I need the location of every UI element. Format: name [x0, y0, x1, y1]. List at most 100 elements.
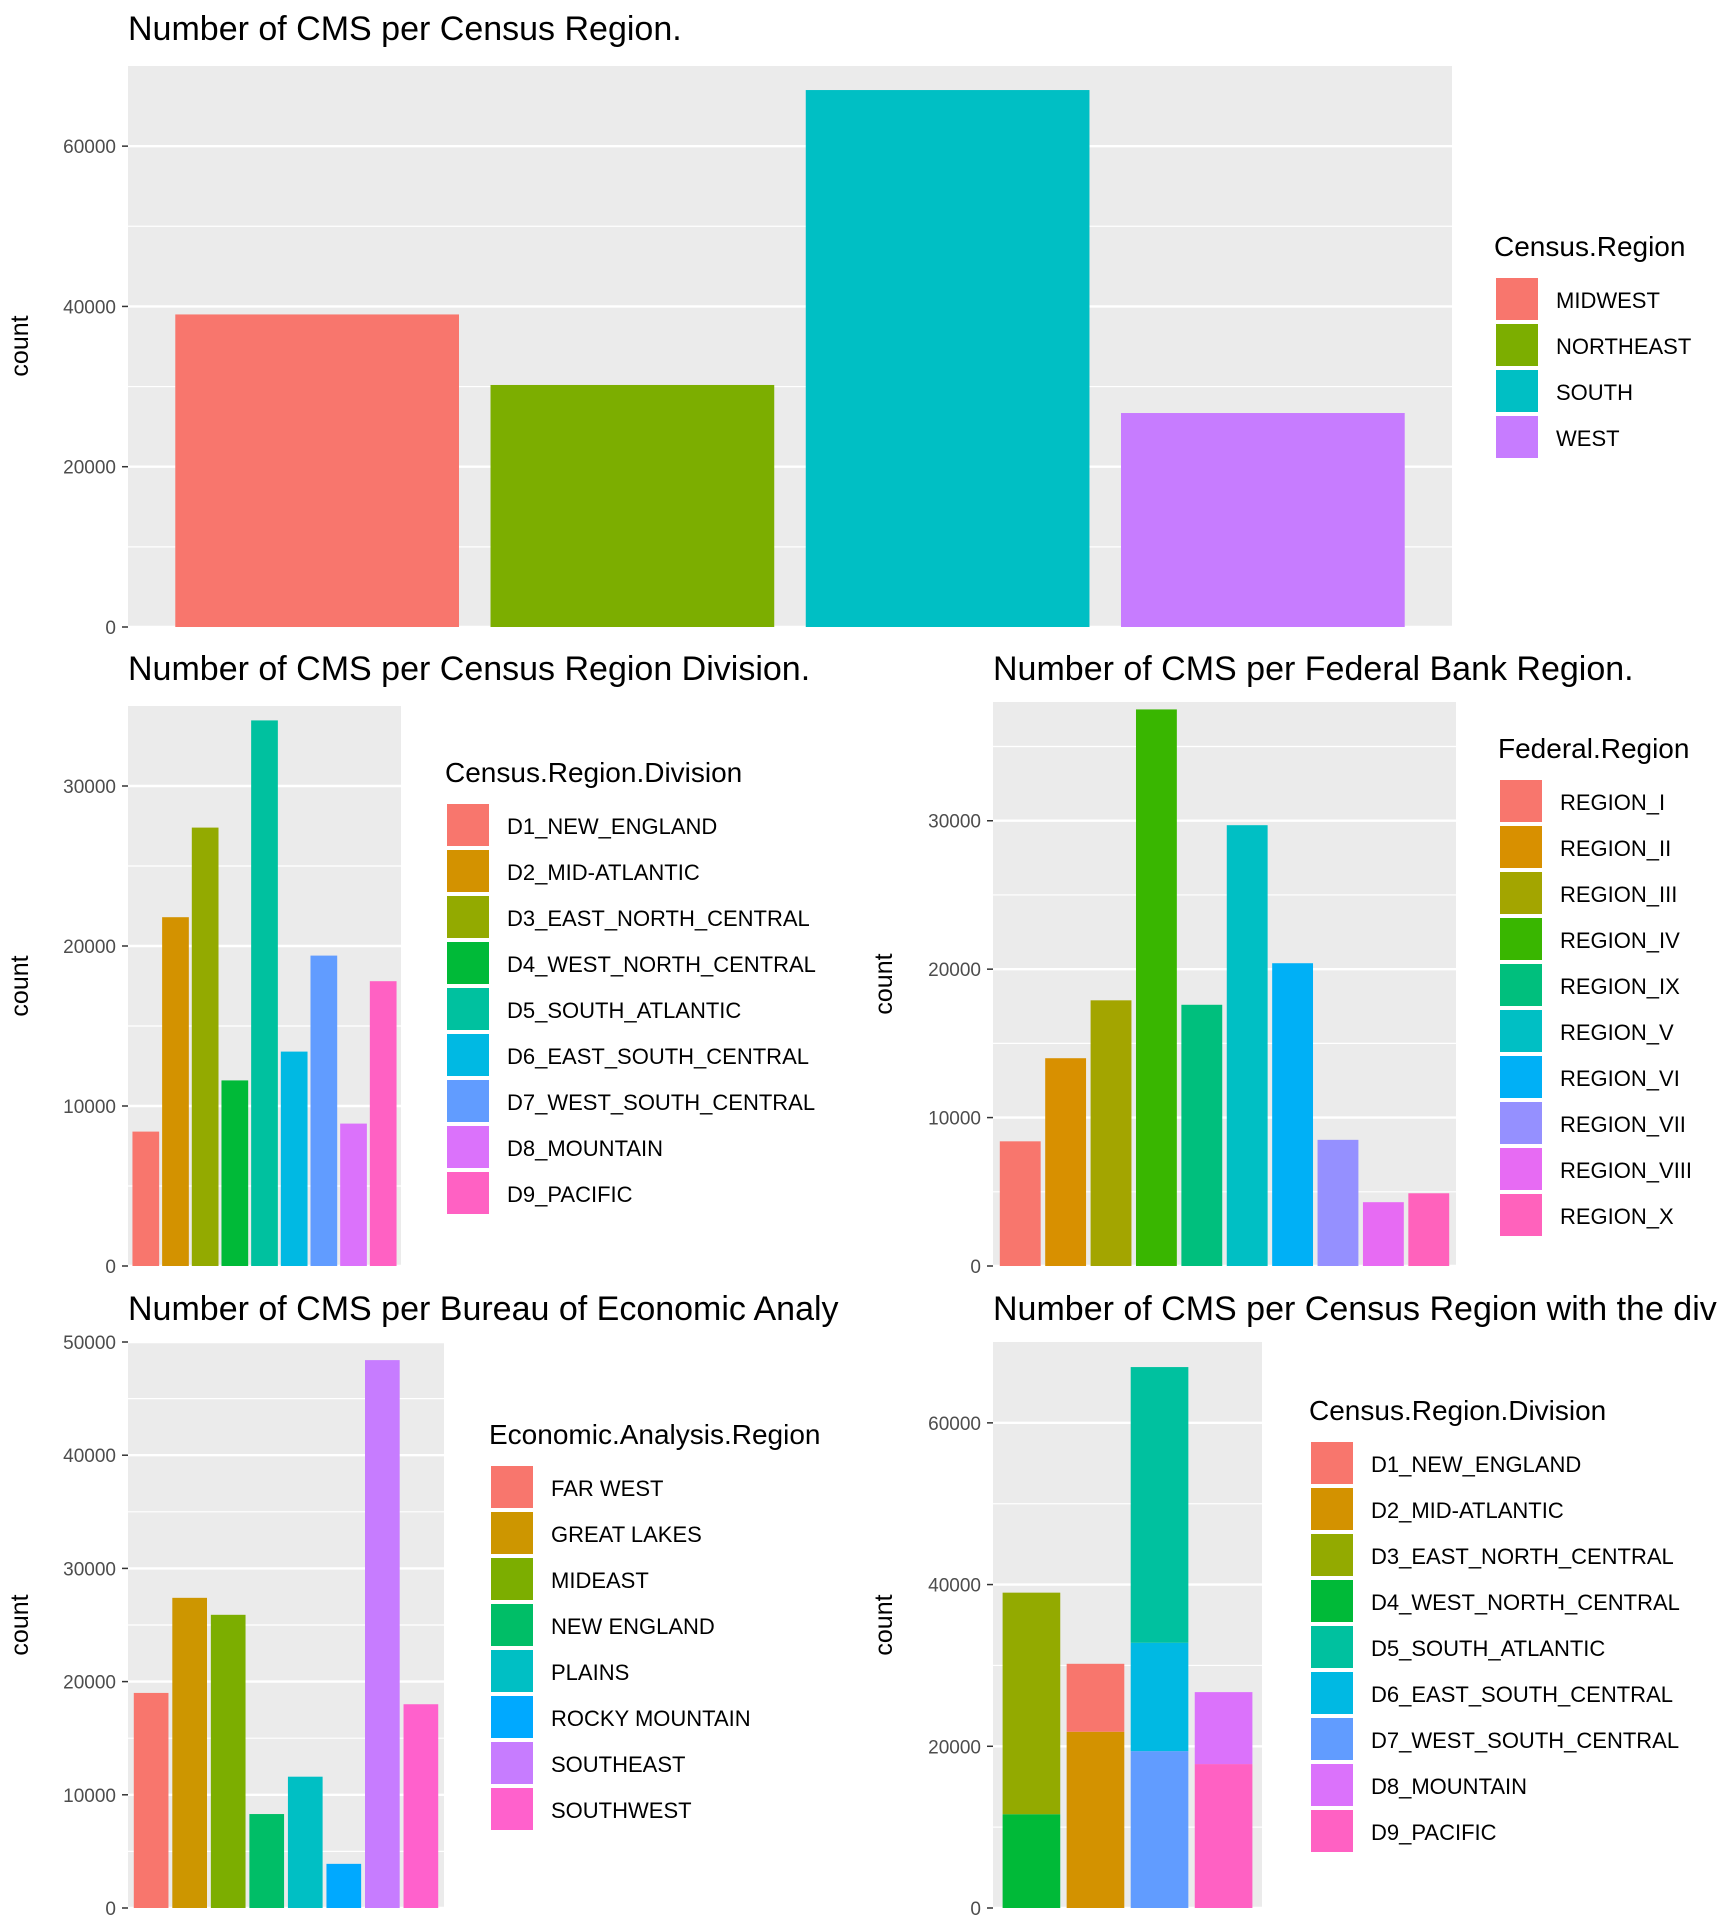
- bar-d4-west-north-central: [221, 1080, 249, 1266]
- legend-item-label: MIDEAST: [551, 1568, 649, 1593]
- legend-key: [1311, 1626, 1353, 1668]
- legend-item-label: REGION_IV: [1560, 928, 1680, 953]
- legend-key: [447, 1034, 489, 1076]
- y-tick-label: 20000: [63, 458, 116, 479]
- stacked-segment-d3-east-north-central: [1002, 1592, 1061, 1815]
- stacked-segment-d8-mountain: [1194, 1692, 1253, 1765]
- legend-item-label: REGION_I: [1560, 790, 1665, 815]
- legend: Census.Region.Division D1_NEW_ENGLAND D2_M…: [1309, 1395, 1680, 1852]
- legend-key: [1500, 964, 1542, 1006]
- legend-item-label: SOUTHWEST: [551, 1798, 692, 1823]
- legend-key: [447, 1080, 489, 1122]
- y-tick-label: 20000: [928, 1737, 981, 1758]
- legend-item-label: D7_WEST_SOUTH_CENTRAL: [507, 1090, 815, 1115]
- bar-southwest: [403, 1704, 439, 1908]
- legend-item-label: REGION_VIII: [1560, 1158, 1692, 1183]
- chart-title: Number of CMS per Census Region Division…: [128, 650, 810, 688]
- legend-item-label: REGION_III: [1560, 882, 1677, 907]
- legend-item-label: D9_PACIFIC: [1371, 1820, 1497, 1845]
- legend-item-label: REGION_II: [1560, 836, 1671, 861]
- chart-title: Number of CMS per Bureau of Economic Ana…: [128, 1290, 839, 1328]
- legend-key: [1496, 370, 1538, 412]
- y-tick-label: 10000: [63, 1097, 116, 1118]
- bar-region-iv: [1135, 709, 1177, 1266]
- bar-region-v: [1226, 825, 1268, 1266]
- bar-region-viii: [1362, 1202, 1404, 1266]
- legend-key: [447, 804, 489, 846]
- y-tick-label: 40000: [63, 297, 116, 318]
- legend-key: [1500, 918, 1542, 960]
- legend-title: Census.Region: [1494, 231, 1685, 262]
- legend-title: Census.Region.Division: [445, 757, 742, 788]
- legend-item-label: WEST: [1556, 426, 1620, 451]
- legend-key: [1311, 1488, 1353, 1530]
- legend: Economic.Analysis.Region FAR WEST GREAT LA…: [489, 1419, 821, 1830]
- y-tick-label: 60000: [928, 1414, 981, 1435]
- legend-key: [1500, 1056, 1542, 1098]
- bar-region-ix: [1181, 1004, 1223, 1266]
- y-axis-label: count: [6, 1594, 34, 1655]
- legend-key: [1500, 1010, 1542, 1052]
- legend-item-label: D3_EAST_NORTH_CENTRAL: [1371, 1544, 1674, 1569]
- bar-d8-mountain: [340, 1123, 367, 1266]
- legend: Federal.Region REGION_I REGION_II REGION_II…: [1498, 733, 1692, 1236]
- stacked-segment-d9-pacific: [1194, 1764, 1253, 1908]
- bar-region-vii: [1317, 1139, 1359, 1266]
- legend-item-label: FAR WEST: [551, 1476, 663, 1501]
- y-tick-label: 30000: [63, 777, 116, 798]
- stacked-segment-d5-south-atlantic: [1130, 1367, 1189, 1643]
- y-axis-label: count: [6, 315, 34, 376]
- y-tick-label: 30000: [928, 812, 981, 833]
- legend-key: [1311, 1718, 1353, 1760]
- legend-item-label: D8_MOUNTAIN: [507, 1136, 663, 1161]
- legend-key: [447, 988, 489, 1030]
- legend-item-label: PLAINS: [551, 1660, 629, 1685]
- legend-key: [491, 1558, 533, 1600]
- y-axis-label: count: [870, 1594, 898, 1655]
- legend-key: [1311, 1442, 1353, 1484]
- y-axis-label: count: [6, 955, 34, 1016]
- legend-key: [447, 942, 489, 984]
- chart-p3: 0 10000 20000 30000 Number of CMS per Federa…: [870, 650, 1692, 1278]
- legend-key: [1500, 1194, 1542, 1236]
- legend-item-label: REGION_VI: [1560, 1066, 1680, 1091]
- legend-key: [491, 1512, 533, 1554]
- bar-west: [1121, 413, 1405, 627]
- legend-item-label: D1_NEW_ENGLAND: [507, 814, 717, 839]
- y-tick-label: 10000: [928, 1109, 981, 1130]
- legend-key: [1500, 780, 1542, 822]
- y-tick-label: 0: [970, 1899, 981, 1920]
- legend-item-label: D3_EAST_NORTH_CENTRAL: [507, 906, 810, 931]
- legend-key: [447, 1172, 489, 1214]
- bar-d2-mid-atlantic: [162, 917, 189, 1266]
- stacked-segment-d2-mid-atlantic: [1066, 1731, 1125, 1908]
- y-tick-label: 0: [970, 1257, 981, 1278]
- legend-key: [1311, 1764, 1353, 1806]
- legend-item-label: D8_MOUNTAIN: [1371, 1774, 1527, 1799]
- legend-item-label: NORTHEAST: [1556, 334, 1691, 359]
- legend-key: [491, 1696, 533, 1738]
- y-tick-label: 40000: [928, 1576, 981, 1597]
- bar-d7-west-south-central: [310, 955, 338, 1266]
- bar-d5-south-atlantic: [251, 720, 278, 1266]
- legend-key: [1500, 872, 1542, 914]
- legend-key: [1500, 1102, 1542, 1144]
- bar-region-x: [1408, 1193, 1450, 1266]
- bar-region-vi: [1272, 963, 1314, 1266]
- legend-item-label: D2_MID-ATLANTIC: [1371, 1498, 1564, 1523]
- legend-item-label: D7_WEST_SOUTH_CENTRAL: [1371, 1728, 1679, 1753]
- bar-d6-east-south-central: [280, 1051, 308, 1266]
- y-axis-label: count: [870, 953, 898, 1014]
- y-tick-label: 0: [105, 618, 116, 639]
- bar-region-ii: [1045, 1058, 1087, 1266]
- bar-south: [805, 90, 1090, 628]
- bar-region-i: [999, 1141, 1041, 1266]
- legend-item-label: D4_WEST_NORTH_CENTRAL: [1371, 1590, 1680, 1615]
- y-tick-label: 60000: [63, 137, 116, 158]
- legend-key: [1496, 324, 1538, 366]
- y-tick-label: 20000: [63, 1673, 116, 1694]
- y-tick-label: 50000: [63, 1333, 116, 1354]
- legend-key: [1311, 1810, 1353, 1852]
- chart-title: Number of CMS per Federal Bank Region.: [993, 650, 1634, 688]
- bar-great-lakes: [172, 1597, 207, 1908]
